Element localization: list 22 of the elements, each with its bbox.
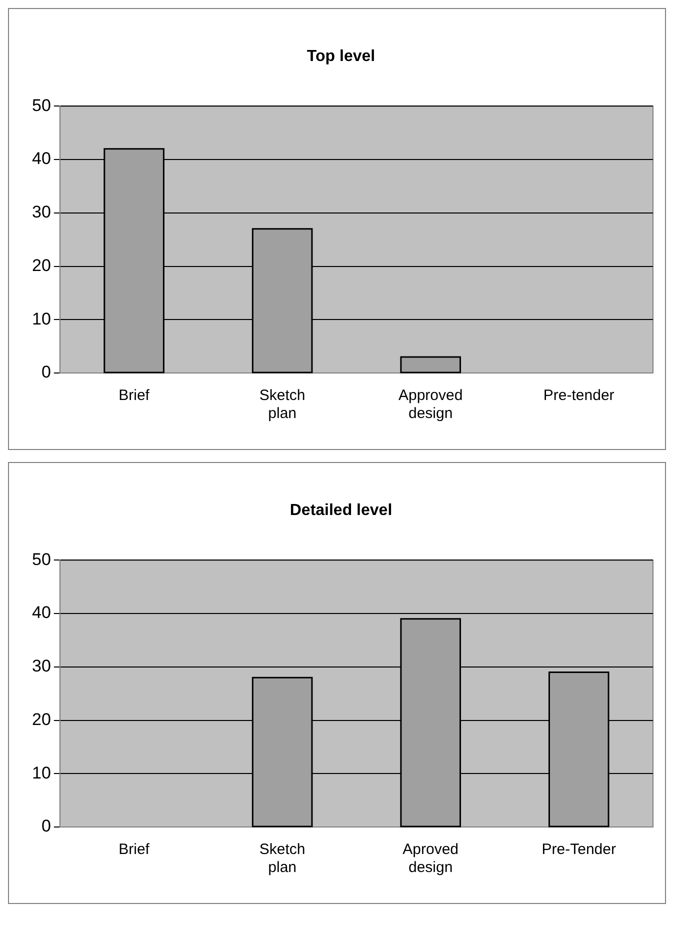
chart-title: Detailed level (290, 502, 392, 520)
x-tick-label: Sketch plan (259, 841, 306, 876)
y-tick-label: 20 (32, 710, 51, 729)
x-tick-label: Aproved design (402, 841, 459, 876)
x-tick-label: Brief (118, 387, 150, 404)
y-tick-label: 40 (32, 603, 51, 622)
x-tick-label: Pre-tender (543, 387, 614, 404)
x-tick-label: Pre-Tender (542, 841, 616, 858)
y-tick-label: 10 (32, 309, 51, 328)
y-tick-label: 50 (32, 96, 51, 115)
y-tick-label: 50 (32, 550, 51, 569)
x-tick-label: Approved design (398, 387, 463, 422)
y-tick-label: 30 (32, 202, 51, 222)
y-tick-label: 40 (32, 149, 51, 168)
y-tick-label: 10 (32, 763, 51, 782)
y-tick-label: 30 (32, 656, 51, 676)
chart-title: Top level (306, 48, 376, 66)
y-tick-label: 0 (41, 816, 51, 836)
y-tick-label: 20 (32, 256, 51, 275)
x-tick-label: Brief (118, 841, 150, 858)
y-tick-label: 0 (41, 362, 51, 382)
x-tick-label: Sketch plan (259, 387, 306, 422)
